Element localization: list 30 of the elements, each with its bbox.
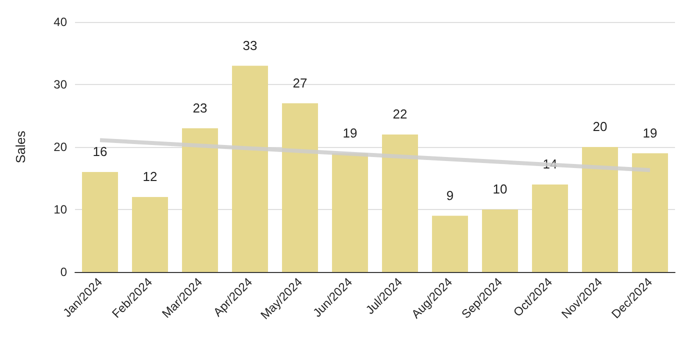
y-axis-title: Sales [13,130,28,164]
data-label: 27 [292,75,308,90]
data-label: 23 [192,100,208,116]
bar [82,172,118,272]
bar [432,216,468,272]
data-label: 19 [342,125,358,140]
bar [632,153,668,272]
bar [232,66,268,272]
bar [132,197,168,272]
y-tick-label: 30 [54,78,68,92]
data-label: 20 [592,119,608,134]
bar [532,184,568,272]
bar [332,153,368,272]
bar [182,128,218,272]
data-label: 19 [642,125,658,140]
bar [482,210,518,272]
y-tick-label: 10 [54,202,68,216]
data-label: 12 [142,169,158,184]
data-label: 10 [492,182,508,196]
bar [282,103,318,272]
y-tick-label: 0 [60,265,68,279]
data-label: 22 [392,106,408,122]
data-label: 16 [92,144,108,159]
y-tick-label: 20 [54,140,68,154]
data-label: 9 [446,188,454,203]
bar [582,147,618,272]
y-tick-label: 40 [54,15,68,29]
bar [382,134,418,272]
data-label: 33 [242,38,258,53]
data-label: 14 [542,156,558,172]
